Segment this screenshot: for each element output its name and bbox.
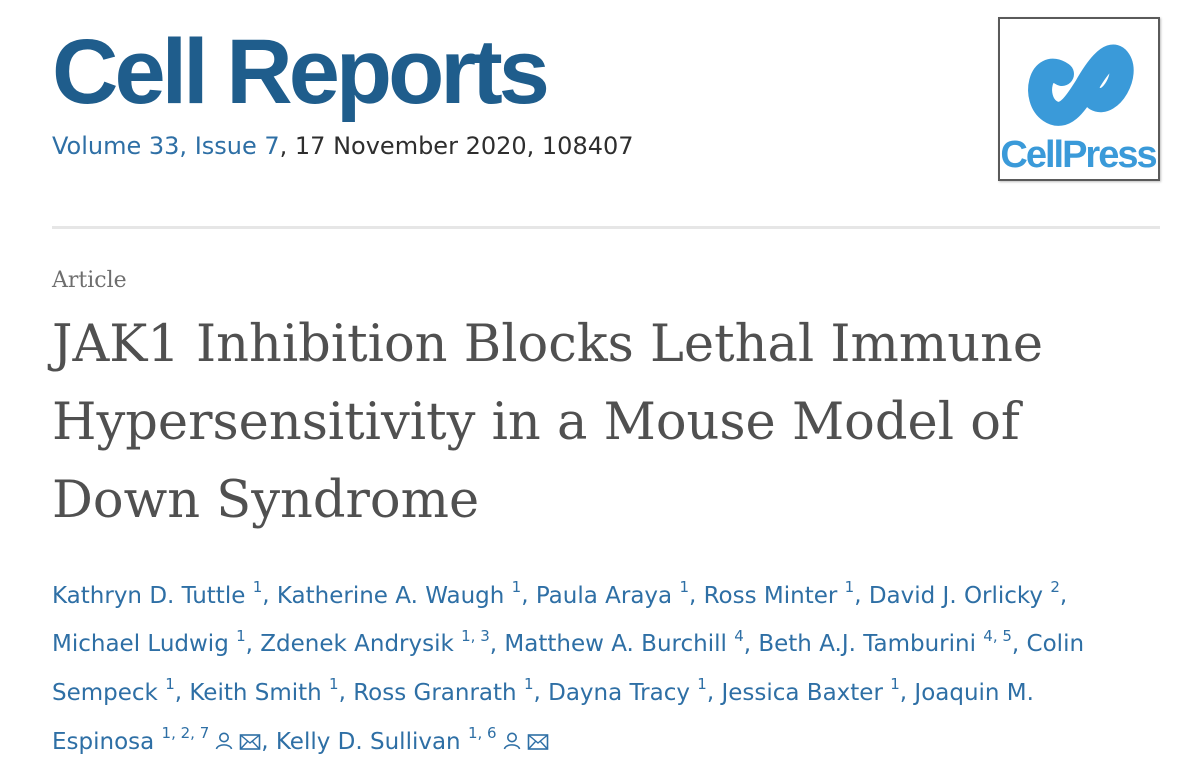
cellpress-logo[interactable]: CellPress bbox=[998, 17, 1160, 181]
author-separator: , bbox=[245, 631, 261, 658]
author-name: Kelly D. Sullivan bbox=[275, 728, 461, 755]
author-affiliation: 1 bbox=[511, 578, 522, 596]
author-name: Paula Araya bbox=[535, 582, 673, 609]
author-name: Beth A.J. Tamburini bbox=[758, 631, 976, 658]
author-affiliation: 1 bbox=[844, 578, 855, 596]
author-link[interactable]: Paula Araya 1 bbox=[535, 578, 689, 609]
cellpress-logo-text: CellPress bbox=[1000, 134, 1156, 176]
author-name: Kathryn D. Tuttle bbox=[52, 582, 246, 609]
author-name: Katherine A. Waugh bbox=[276, 582, 505, 609]
journal-title-link[interactable]: Cell Reports bbox=[52, 21, 550, 123]
author-separator: , bbox=[338, 679, 354, 706]
author-link[interactable]: Jessica Baxter 1 bbox=[721, 675, 899, 706]
envelope-icon[interactable] bbox=[239, 723, 261, 765]
author-affiliation: 2 bbox=[1050, 578, 1060, 596]
author-link[interactable]: Kathryn D. Tuttle 1 bbox=[52, 578, 262, 609]
article-title: JAK1 Inhibition Blocks Lethal Immune Hyp… bbox=[52, 315, 1044, 530]
author-link[interactable]: Colin Sempeck 1 bbox=[52, 631, 1084, 706]
author-separator: , bbox=[706, 679, 722, 706]
author-affiliation: 1 bbox=[890, 675, 900, 694]
author-affiliation: 1 bbox=[165, 675, 175, 694]
author-link[interactable]: Beth A.J. Tamburini 4, 5 bbox=[758, 627, 1012, 658]
author-separator: , bbox=[1059, 582, 1068, 609]
author-affiliation: 4, 5 bbox=[983, 626, 1012, 645]
author-separator: , bbox=[899, 679, 915, 706]
author-link[interactable]: Kelly D. Sullivan 1, 6 bbox=[275, 724, 497, 755]
author-separator: , bbox=[261, 728, 276, 755]
author-name: Ross Granrath bbox=[353, 679, 517, 706]
journal-header: Cell Reports Volume 33, Issue 7, 17 Nove… bbox=[52, 17, 1160, 210]
person-icon[interactable] bbox=[214, 723, 234, 765]
author-link[interactable]: Matthew A. Burchill 4 bbox=[504, 627, 743, 658]
author-separator: , bbox=[688, 582, 704, 609]
author-affiliation: 1, 2, 7 bbox=[161, 723, 210, 742]
author-link[interactable]: Ross Minter 1 bbox=[703, 578, 855, 609]
author-list: Kathryn D. Tuttle 1, Katherine A. Waugh … bbox=[52, 568, 1162, 765]
author-link[interactable]: Ross Granrath 1 bbox=[353, 675, 533, 706]
author-name: Michael Ludwig bbox=[52, 631, 229, 658]
author-link[interactable]: Katherine A. Waugh 1 bbox=[276, 578, 521, 609]
author-separator: , bbox=[174, 679, 190, 706]
author-affiliation: 1, 6 bbox=[467, 723, 497, 742]
author-name: Zdenek Andrysik bbox=[260, 631, 454, 658]
author-affiliation: 1 bbox=[252, 578, 263, 596]
publication-date-id: , 17 November 2020, 108407 bbox=[279, 132, 634, 160]
author-affiliation: 4 bbox=[734, 626, 744, 645]
article-type-label: Article bbox=[52, 268, 127, 293]
author-affiliation: 1 bbox=[679, 578, 689, 596]
author-separator: , bbox=[854, 582, 869, 609]
author-name: Matthew A. Burchill bbox=[504, 631, 727, 658]
author-link[interactable]: Keith Smith 1 bbox=[189, 675, 338, 706]
envelope-icon[interactable] bbox=[527, 723, 549, 765]
author-name: Keith Smith bbox=[189, 679, 322, 706]
author-separator: , bbox=[521, 582, 536, 609]
author-name: Joaquin M. Espinosa bbox=[52, 679, 1034, 755]
author-name: Jessica Baxter bbox=[721, 679, 883, 706]
author-link[interactable]: Joaquin M. Espinosa 1, 2, 7 bbox=[52, 680, 1034, 755]
author-separator: , bbox=[533, 679, 549, 706]
author-name: Colin Sempeck bbox=[52, 631, 1085, 706]
author-separator: , bbox=[262, 582, 277, 609]
author-name: Dayna Tracy bbox=[548, 679, 690, 706]
author-name: David J. Orlicky bbox=[868, 582, 1044, 609]
person-icon[interactable] bbox=[502, 723, 522, 765]
author-link[interactable]: David J. Orlicky 2 bbox=[868, 578, 1060, 609]
author-link[interactable]: Zdenek Andrysik 1, 3 bbox=[260, 627, 489, 658]
author-link[interactable]: Dayna Tracy 1 bbox=[548, 675, 707, 706]
cellpress-logo-graphic: CellPress bbox=[1000, 44, 1158, 176]
author-affiliation: 1, 3 bbox=[461, 626, 490, 645]
issue-info: Volume 33, Issue 7, 17 November 2020, 10… bbox=[52, 132, 634, 160]
author-affiliation: 1 bbox=[697, 675, 707, 694]
author-affiliation: 1 bbox=[523, 675, 534, 694]
volume-issue-link[interactable]: Volume 33, Issue 7 bbox=[52, 132, 280, 160]
author-separator: , bbox=[489, 631, 505, 658]
author-link[interactable]: Michael Ludwig 1 bbox=[52, 627, 246, 658]
author-affiliation: 1 bbox=[329, 675, 339, 694]
header-divider bbox=[52, 226, 1160, 229]
author-separator: , bbox=[1011, 631, 1027, 658]
author-affiliation: 1 bbox=[236, 626, 246, 645]
author-name: Ross Minter bbox=[703, 582, 838, 609]
author-separator: , bbox=[743, 631, 759, 658]
